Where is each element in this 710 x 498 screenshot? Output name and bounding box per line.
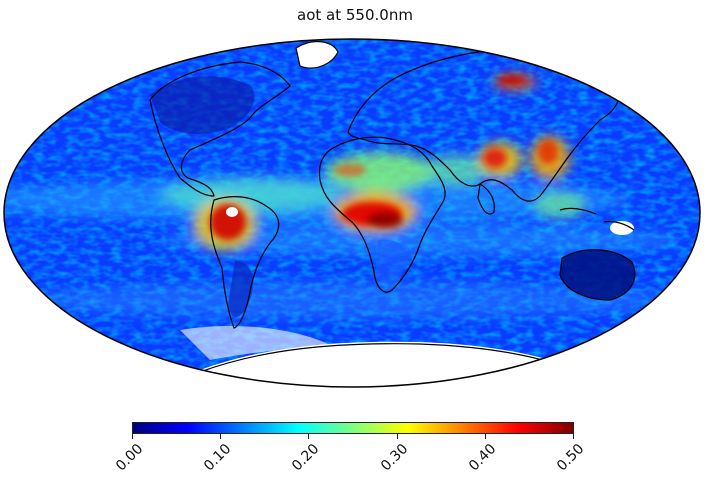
colorbar [132, 422, 574, 434]
map-outline [3, 38, 701, 388]
southeast-asia-haze [534, 191, 586, 219]
southern-africa-low [375, 239, 409, 284]
east-china-hotspot [538, 140, 558, 164]
andes-missing [226, 207, 238, 217]
indonesia-missing [610, 221, 634, 235]
colorbar-tick-mark [220, 434, 222, 439]
india-hotspot [483, 148, 507, 168]
central-africa-core [367, 212, 403, 228]
colorbar-tick-label: 0.10 [201, 440, 235, 475]
map-title: aot at 550.0nm [297, 6, 413, 24]
aot-hotspots [210, 75, 558, 240]
colorbar-tick-mark [308, 434, 310, 439]
sahel-hotspot [334, 164, 366, 176]
sahara-dust [325, 152, 435, 192]
aot-field [4, 39, 700, 387]
colorbar-tick-mark [484, 434, 486, 439]
south-america-south-low [228, 260, 254, 318]
southern-ocean-band [20, 282, 680, 318]
indonesia-coast [559, 207, 635, 231]
colorbar-tick-mark [396, 434, 398, 439]
antarctic-fringe [180, 325, 330, 360]
australia-low [560, 249, 635, 300]
greenland-coast [295, 41, 339, 69]
colorbar-tick-mark [573, 434, 574, 439]
world-aot-map [3, 38, 701, 388]
south-america-coast [210, 196, 280, 329]
africa-coast [318, 136, 446, 293]
siberia-hotspot [498, 75, 526, 85]
tropical-band-south [160, 224, 680, 256]
colorbar-tick-label: 0.30 [377, 440, 411, 475]
colorbar-tick-label: 0.50 [553, 440, 588, 475]
colorbar-tick-label: 0.40 [465, 440, 500, 475]
colorbar-tick-mark [132, 434, 133, 439]
australia-coast [559, 249, 636, 301]
colorbar-tick-label: 0.00 [112, 440, 147, 475]
north-america-low [150, 76, 255, 134]
atlantic-dust-plume [160, 177, 340, 213]
colorbar-tick-label: 0.20 [289, 440, 323, 475]
greenland-missing [296, 41, 338, 69]
north-america-coast [149, 61, 291, 197]
antarctica-missing [160, 341, 600, 387]
low-aot-land [150, 76, 635, 318]
india-coast [477, 183, 495, 215]
missing-data [160, 41, 634, 387]
